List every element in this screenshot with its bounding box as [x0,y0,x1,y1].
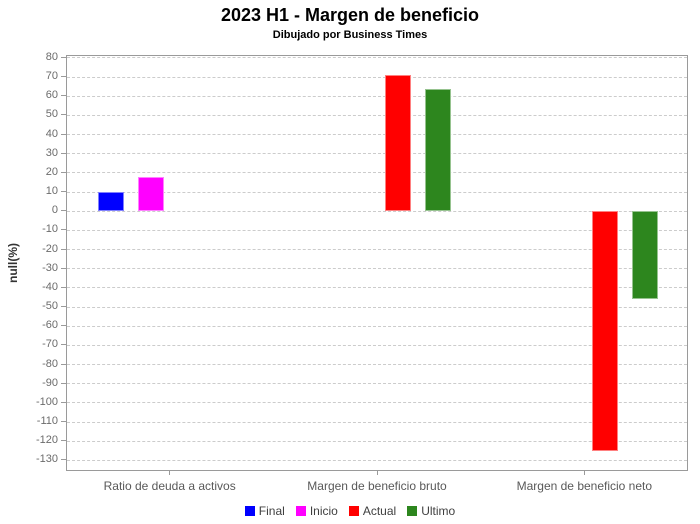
y-gridline [67,459,687,461]
y-tick [61,152,66,154]
y-gridline [67,440,687,442]
y-tick-label: 60 [45,89,58,102]
legend-item: Final [244,504,285,518]
y-tick-label: -10 [42,223,58,236]
legend-label: Final [258,504,285,518]
y-tick-label: 80 [45,50,58,63]
y-gridline [67,249,687,251]
chart-subtitle: Dibujado por Business Times [272,29,428,41]
y-tick [61,382,66,384]
y-tick-label: -50 [42,300,58,313]
y-tick-label: -100 [35,395,58,408]
y-tick [61,440,66,442]
y-tick-label: -30 [42,261,58,274]
y-tick [61,171,66,173]
legend-label: Ultimo [421,504,456,518]
legend: Final Inicio Actual Ultimo [0,504,700,518]
y-gridline [67,191,687,193]
y-tick-label: 70 [45,70,58,83]
legend-label: Inicio [309,504,338,518]
y-gridline [67,364,687,366]
y-tick [61,229,66,231]
y-tick-label: -20 [42,242,58,255]
y-tick [61,56,66,58]
y-gridline [67,210,687,212]
y-tick [61,133,66,135]
y-gridline [67,153,687,155]
plot-area [66,55,688,471]
y-tick [61,325,66,327]
legend-swatch [295,506,306,516]
y-tick [61,267,66,269]
y-tick-label: 20 [45,165,58,178]
y-gridline [67,76,687,78]
y-tick-label: -110 [36,415,58,428]
y-tick [61,114,66,116]
y-tick-label: 30 [45,146,58,159]
y-tick-label: -60 [42,319,58,332]
y-tick [61,248,66,250]
y-tick [61,306,66,308]
y-tick [61,401,66,403]
bar [592,211,619,451]
legend-swatch [348,506,359,516]
y-gridline [67,306,687,308]
bar [97,192,124,212]
y-gridline [67,402,687,404]
y-gridline [67,268,687,270]
y-tick-label: -40 [42,280,58,293]
legend-swatch [244,506,255,516]
bar [137,176,164,212]
x-category-label: Margen de beneficio neto [516,479,653,493]
x-tick [376,471,378,475]
y-gridline [67,172,687,174]
bar [385,75,411,212]
y-tick-label: -120 [35,434,58,447]
y-tick-label: 50 [45,108,58,121]
x-tick [583,471,585,475]
legend-swatch [407,506,418,516]
y-tick [61,210,66,212]
y-gridline [67,421,687,423]
y-gridline [67,114,687,116]
y-tick [61,363,66,365]
y-gridline [67,325,687,327]
bar [425,88,451,212]
y-gridline [67,383,687,385]
y-gridline [67,95,687,97]
y-gridline [67,344,687,346]
x-category-label: Margen de beneficio bruto [307,479,447,493]
y-tick [61,344,66,346]
y-tick-label: 0 [51,204,58,217]
y-tick [61,286,66,288]
x-category-label: Ratio de deuda a activos [103,479,236,493]
legend-item: Inicio [295,504,338,518]
x-tick [169,471,171,475]
y-tick-label: -80 [42,357,58,370]
legend-item: Ultimo [407,504,455,518]
y-tick [61,421,66,423]
y-gridline [67,57,687,59]
y-tick-label: 10 [45,185,58,198]
y-gridline [67,287,687,289]
y-gridline [67,229,687,231]
y-tick [61,191,66,193]
y-tick-label: 40 [45,127,58,140]
y-tick [61,95,66,97]
y-tick [61,459,66,461]
legend-item: Actual [348,504,397,518]
y-tick-label: -90 [42,376,58,389]
y-gridline [67,134,687,136]
y-tick-label: -130 [35,453,58,466]
legend-label: Actual [362,504,397,518]
bar [632,211,659,300]
chart-title: 2023 H1 - Margen de beneficio [220,5,480,25]
y-tick-label: -70 [42,338,58,351]
y-tick [61,76,66,78]
